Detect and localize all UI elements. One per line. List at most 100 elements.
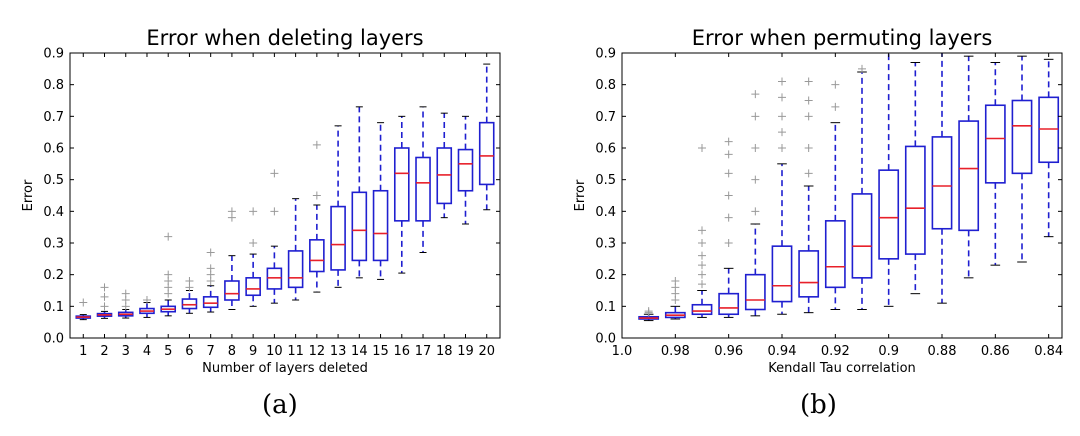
chart-panel-b: 0.0 0.1 0.2 0.3 0.4 0.5 0.6 0.7 0.8 0.9 1.0 0.98 0.9… [573,26,1063,376]
box-body [771,245,793,303]
box-6 [181,277,198,314]
chart-panel-a: 0.00.10.20.30.40.50.60.70.80.91 2 3 4 5 6 7 8 9 1… [21,26,501,376]
y-axis-label: Error [21,179,36,211]
flier-marker [312,140,321,149]
flier-marker [751,112,760,121]
flier-marker [698,270,706,279]
box-11 [904,62,926,295]
x-tick-label: 0.88 [928,344,957,359]
flier-marker [778,112,786,121]
y-tick-label: 0.1 [43,300,64,315]
box-1 [75,298,92,321]
box-body [351,191,368,262]
box-body [309,239,325,273]
box-7 [202,248,219,313]
y-tick-label: 0.0 [43,332,64,347]
box-15 [372,122,389,280]
x-tick-label: 18 [436,344,453,359]
caption-b: (b) [800,390,837,420]
box-body [1011,99,1033,175]
flier-marker [724,150,733,159]
box-body [931,136,953,230]
flier-marker [724,191,733,200]
y-tick-label: 0.1 [595,300,616,315]
flier-marker [142,296,151,304]
box-body [744,273,766,311]
box-15 [1011,55,1033,263]
caption-a: (a) [262,390,298,420]
x-tick-label: 10 [266,344,283,359]
box-body [202,296,219,309]
box-13 [330,125,346,288]
axes-frame [621,52,1063,339]
flier-marker [312,191,321,200]
box-16 [1038,58,1060,238]
flier-marker [698,239,706,247]
flier-marker [751,144,760,152]
y-tick-label: 0.2 [595,268,616,283]
flier-marker [804,96,813,105]
box-body [224,280,240,301]
x-tick-label: 6 [185,344,193,359]
x-tick-label: 15 [372,344,389,359]
flier-marker [698,280,706,289]
y-tick-label: 0.5 [43,173,64,188]
flier-marker [804,169,813,178]
y-tick-label: 0.3 [595,237,616,252]
box-body [330,205,346,271]
flier-marker [724,169,733,178]
box-body [718,292,740,316]
box-body [851,193,873,279]
x-tick-label: 17 [415,344,432,359]
x-tick-label: 1.0 [612,344,633,359]
flier-marker [724,137,733,146]
x-tick-label: 0.92 [821,344,850,359]
box-9 [245,207,261,307]
x-tick-label: 19 [457,344,474,359]
flier-marker [249,239,258,247]
flier-marker [751,207,760,216]
flier-marker [778,93,786,102]
flier-marker [778,128,786,137]
x-tick-label: 1 [79,344,87,359]
box-body [181,298,198,310]
x-tick-label: 0.98 [661,344,690,359]
y-tick-label: 0.4 [595,205,616,220]
x-tick-label: 3 [122,344,130,359]
box-body [798,250,820,298]
y-axis-label: Error [573,179,588,211]
flier-marker [79,298,88,307]
x-tick-label: 4 [143,344,151,359]
box-8 [824,80,846,310]
box-4 [139,296,155,318]
box-19 [457,115,474,225]
flier-marker [831,102,840,111]
y-tick-label: 0.0 [595,332,616,347]
box-7 [798,77,820,314]
y-tick-label: 0.8 [595,78,616,93]
flier-marker [698,261,706,270]
chart-title: Error when permuting layers [692,26,993,50]
box-body [245,277,261,297]
box-body [824,220,846,289]
box-body [984,104,1006,184]
box-12 [931,52,953,304]
x-tick-label: 0.96 [714,344,743,359]
flier-marker [804,144,813,152]
flier-marker [698,226,706,235]
y-tick-label: 0.9 [43,47,64,62]
flier-marker [858,64,866,73]
box-16 [393,115,410,274]
flier-marker [121,289,130,298]
box-body [904,145,926,255]
y-tick-label: 0.6 [595,142,616,157]
box-18 [436,112,453,219]
box-14 [351,106,368,279]
y-tick-label: 0.3 [43,237,64,252]
box-10 [878,52,900,307]
box-5 [160,232,177,317]
y-tick-label: 0.9 [595,47,616,62]
x-tick-label: 13 [330,344,347,359]
flier-marker [185,277,194,285]
